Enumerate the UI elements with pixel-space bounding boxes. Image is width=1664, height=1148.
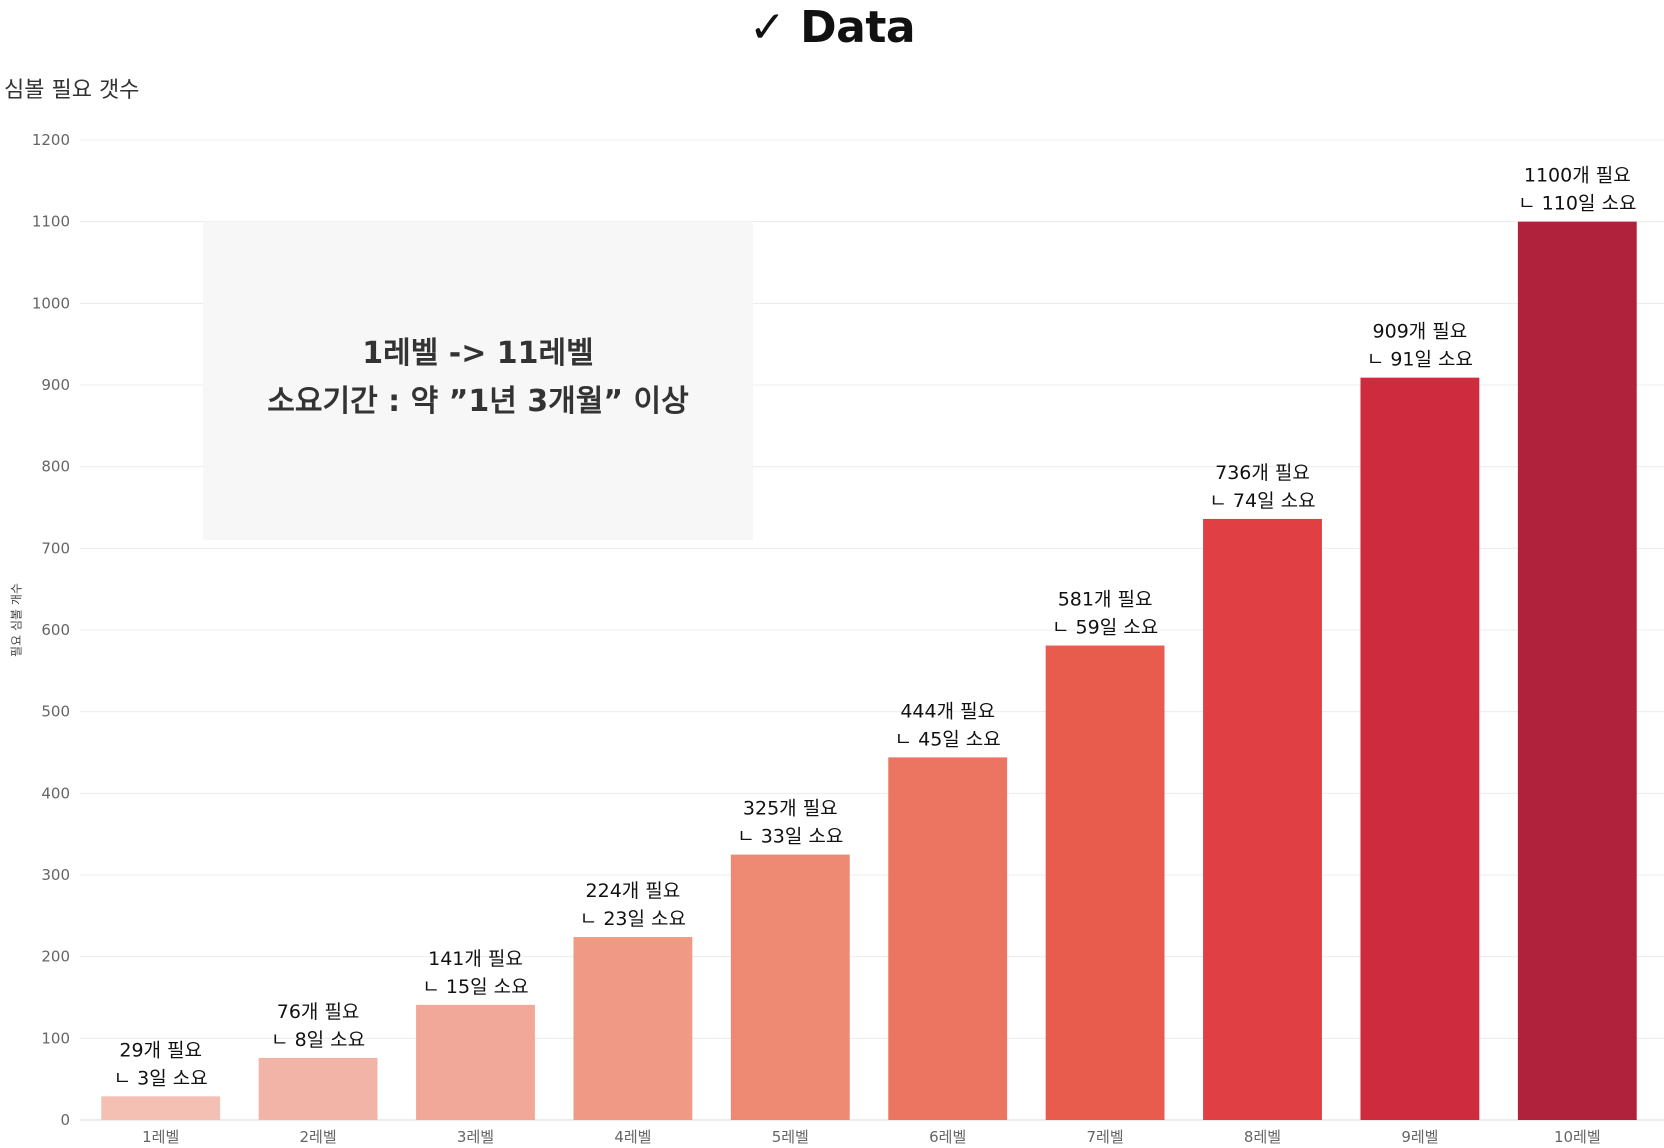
x-tick-label: 7레벨 [1087,1128,1124,1146]
data-label-count: 224개 필요 [586,880,681,902]
data-label-count: 76개 필요 [277,1001,360,1023]
y-tick-label: 400 [41,784,70,802]
annotation-line-1: 1레벨 -> 11레벨 [362,336,594,371]
data-label-count: 141개 필요 [428,948,523,970]
y-tick-label: 900 [41,376,70,394]
bar [1517,221,1637,1120]
bar [416,1004,535,1120]
y-tick-label: 1100 [32,213,70,231]
data-label-count: 325개 필요 [743,798,838,820]
data-label-count: 909개 필요 [1373,321,1468,343]
y-tick-label: 600 [41,621,70,639]
data-label-days: ㄴ 15일 소요 [422,976,528,998]
y-tick-label: 800 [41,458,70,476]
y-tick-label: 300 [41,866,70,884]
x-tick-label: 6레벨 [929,1128,966,1146]
chart-title: 심볼 필요 갯수 [4,78,140,103]
data-label-days: ㄴ 59일 소요 [1052,617,1158,639]
data-label-days: ㄴ 3일 소요 [114,1067,208,1089]
bar [258,1057,378,1120]
y-tick-label: 0 [60,1111,70,1129]
data-label-days: ㄴ 91일 소요 [1367,349,1473,371]
data-label-count: 581개 필요 [1058,589,1153,611]
data-label-days: ㄴ 23일 소요 [580,908,686,930]
bar [573,937,693,1120]
bar [888,757,1008,1120]
y-tick-label: 700 [41,539,70,557]
bar [1203,518,1322,1120]
y-tick-label: 1200 [32,131,70,149]
data-label-days: ㄴ 110일 소요 [1518,193,1636,215]
x-tick-label: 5레벨 [772,1128,809,1146]
y-tick-label: 1000 [32,294,70,312]
y-tick-label: 500 [41,703,70,721]
data-label-count: 29개 필요 [119,1039,202,1061]
x-tick-label: 2레벨 [300,1128,337,1146]
bar [730,854,850,1120]
x-tick-label: 9레벨 [1401,1128,1438,1146]
bar [101,1096,221,1120]
bar [1045,645,1165,1120]
x-tick-label: 3레벨 [457,1128,494,1146]
x-tick-label: 10레벨 [1554,1128,1601,1146]
annotation-box [203,221,753,541]
data-label-days: ㄴ 45일 소요 [895,728,1001,750]
data-label-count: 444개 필요 [900,700,995,722]
page-title: ✓ Data [748,2,916,53]
data-label-days: ㄴ 74일 소요 [1209,490,1315,512]
x-tick-label: 8레벨 [1244,1128,1281,1146]
data-label-count: 1100개 필요 [1524,165,1631,187]
data-label-days: ㄴ 8일 소요 [271,1029,365,1051]
data-label-days: ㄴ 33일 소요 [737,826,843,848]
data-label-count: 736개 필요 [1215,462,1310,484]
annotation-line-2: 소요기간 : 약 ”1년 3개월” 이상 [267,384,689,419]
y-tick-label: 200 [41,948,70,966]
bar [1360,377,1480,1120]
x-tick-label: 1레벨 [142,1128,179,1146]
y-tick-label: 100 [41,1029,70,1047]
x-tick-label: 4레벨 [614,1128,651,1146]
